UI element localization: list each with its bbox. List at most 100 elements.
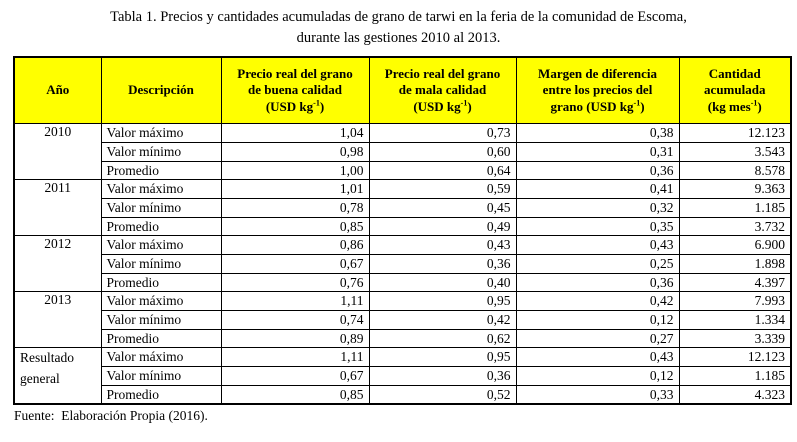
table-header-row: Año Descripción Precio real del grano de bu… xyxy=(13,56,792,125)
price-good-quality-cell: 0,89 xyxy=(220,328,370,349)
table-row: Valor mínimo 0,74 0,42 0,12 1.334 xyxy=(14,310,792,330)
price-good-quality-cell: 0,67 xyxy=(220,366,370,386)
price-good-quality-cell: 0,86 xyxy=(220,235,370,255)
accumulated-quantity-cell: 7.993 xyxy=(678,291,792,312)
price-bad-quality-cell: 0,73 xyxy=(368,123,517,143)
column-header: Año xyxy=(13,56,102,125)
price-margin-cell: 0,31 xyxy=(515,141,680,162)
table-row: Promedio 0,85 0,49 0,35 3.732 xyxy=(14,216,792,237)
description-cell: Promedio xyxy=(100,160,222,181)
description-cell: Valor mínimo xyxy=(100,141,222,162)
price-good-quality-cell: 0,85 xyxy=(220,216,370,237)
accumulated-quantity-cell: 9.363 xyxy=(678,179,792,199)
price-good-quality-cell: 0,76 xyxy=(220,272,370,293)
data-table: Año Descripción Precio real del grano de bu… xyxy=(13,56,792,406)
price-margin-cell: 0,43 xyxy=(515,235,680,255)
price-margin-cell: 0,12 xyxy=(515,366,680,386)
price-margin-cell: 0,36 xyxy=(515,272,680,293)
table-row: 2013 Valor máximo 1,11 0,95 0,42 7.993 xyxy=(13,291,792,349)
price-bad-quality-cell: 0,60 xyxy=(368,141,517,162)
year-cell: 2010 xyxy=(13,123,102,181)
table-caption-line1: Tabla 1. Precios y cantidades acumuladas… xyxy=(110,9,687,25)
table-caption: Tabla 1. Precios y cantidades acumuladas… xyxy=(0,0,797,48)
price-bad-quality-cell: 0,95 xyxy=(368,347,517,368)
price-good-quality-cell: 1,11 xyxy=(220,347,370,368)
year-cell: 2012 xyxy=(13,235,102,293)
price-margin-cell: 0,41 xyxy=(515,179,680,199)
column-header: Cantidad acumulada (kg mes-1) xyxy=(678,56,792,125)
description-cell: Valor máximo xyxy=(100,347,222,368)
price-good-quality-cell: 0,98 xyxy=(220,141,370,162)
price-bad-quality-cell: 0,40 xyxy=(368,272,517,293)
table-row: 2012 Valor máximo 0,86 0,43 0,43 6.900 xyxy=(13,235,792,293)
accumulated-quantity-cell: 1.185 xyxy=(678,197,792,218)
description-cell: Valor máximo xyxy=(100,235,222,255)
accumulated-quantity-cell: 8.578 xyxy=(678,160,792,181)
description-cell: Valor mínimo xyxy=(100,253,222,274)
description-cell: Promedio xyxy=(100,384,222,405)
description-cell: Valor máximo xyxy=(100,291,222,312)
table-row: Valor mínimo 0,67 0,36 0,25 1.898 xyxy=(14,253,792,274)
description-cell: Valor máximo xyxy=(100,179,222,199)
price-margin-cell: 0,12 xyxy=(515,310,680,330)
price-bad-quality-cell: 0,62 xyxy=(368,328,517,349)
description-cell: Valor mínimo xyxy=(100,197,222,218)
table-row: Promedio 0,85 0,52 0,33 4.323 xyxy=(14,384,792,405)
price-good-quality-cell: 1,11 xyxy=(220,291,370,312)
description-cell: Valor mínimo xyxy=(100,366,222,386)
accumulated-quantity-cell: 12.123 xyxy=(678,347,792,368)
year-cell: 2011 xyxy=(13,179,102,237)
table-row: 2010 Valor máximo 1,04 0,73 0,38 12.123 xyxy=(13,123,792,181)
price-bad-quality-cell: 0,59 xyxy=(368,179,517,199)
accumulated-quantity-cell: 3.732 xyxy=(678,216,792,237)
price-bad-quality-cell: 0,49 xyxy=(368,216,517,237)
price-good-quality-cell: 1,01 xyxy=(220,179,370,199)
accumulated-quantity-cell: 6.900 xyxy=(678,235,792,255)
table-row: Promedio 0,76 0,40 0,36 4.397 xyxy=(14,272,792,293)
table-row: Valor mínimo 0,67 0,36 0,12 1.185 xyxy=(14,366,792,386)
column-header: Margen de diferencia entre los precios de… xyxy=(515,56,680,125)
price-bad-quality-cell: 0,45 xyxy=(368,197,517,218)
price-bad-quality-cell: 0,42 xyxy=(368,310,517,330)
price-bad-quality-cell: 0,43 xyxy=(368,235,517,255)
price-margin-cell: 0,25 xyxy=(515,253,680,274)
description-cell: Promedio xyxy=(100,216,222,237)
price-bad-quality-cell: 0,36 xyxy=(368,253,517,274)
price-margin-cell: 0,33 xyxy=(515,384,680,405)
price-good-quality-cell: 0,85 xyxy=(220,384,370,405)
price-bad-quality-cell: 0,95 xyxy=(368,291,517,312)
price-margin-cell: 0,27 xyxy=(515,328,680,349)
accumulated-quantity-cell: 4.323 xyxy=(678,384,792,405)
table-row: Valor mínimo 0,98 0,60 0,31 3.543 xyxy=(14,141,792,162)
source-note: Fuente: Elaboración Propia (2016). xyxy=(14,408,208,424)
year-cell: Resultado general xyxy=(13,347,102,405)
price-margin-cell: 0,35 xyxy=(515,216,680,237)
description-cell: Promedio xyxy=(100,328,222,349)
price-margin-cell: 0,32 xyxy=(515,197,680,218)
accumulated-quantity-cell: 4.397 xyxy=(678,272,792,293)
price-bad-quality-cell: 0,64 xyxy=(368,160,517,181)
column-header: Descripción xyxy=(100,56,222,125)
price-margin-cell: 0,43 xyxy=(515,347,680,368)
accumulated-quantity-cell: 1.334 xyxy=(678,310,792,330)
table-row: Promedio 0,89 0,62 0,27 3.339 xyxy=(14,328,792,349)
accumulated-quantity-cell: 3.339 xyxy=(678,328,792,349)
price-good-quality-cell: 1,04 xyxy=(220,123,370,143)
column-header: Precio real del grano de mala calidad (USD… xyxy=(368,56,517,125)
accumulated-quantity-cell: 1.898 xyxy=(678,253,792,274)
table-row: 2011 Valor máximo 1,01 0,59 0,41 9.363 xyxy=(13,179,792,237)
price-good-quality-cell: 0,67 xyxy=(220,253,370,274)
accumulated-quantity-cell: 3.543 xyxy=(678,141,792,162)
price-bad-quality-cell: 0,36 xyxy=(368,366,517,386)
table-row: Promedio 1,00 0,64 0,36 8.578 xyxy=(14,160,792,181)
table-row: Resultado general Valor máximo 1,11 0,95 0,4… xyxy=(13,347,792,405)
table-row: Valor mínimo 0,78 0,45 0,32 1.185 xyxy=(14,197,792,218)
description-cell: Valor máximo xyxy=(100,123,222,143)
price-good-quality-cell: 0,78 xyxy=(220,197,370,218)
accumulated-quantity-cell: 1.185 xyxy=(678,366,792,386)
price-good-quality-cell: 0,74 xyxy=(220,310,370,330)
description-cell: Valor mínimo xyxy=(100,310,222,330)
price-margin-cell: 0,38 xyxy=(515,123,680,143)
column-header: Precio real del grano de buena calidad (US… xyxy=(220,56,370,125)
